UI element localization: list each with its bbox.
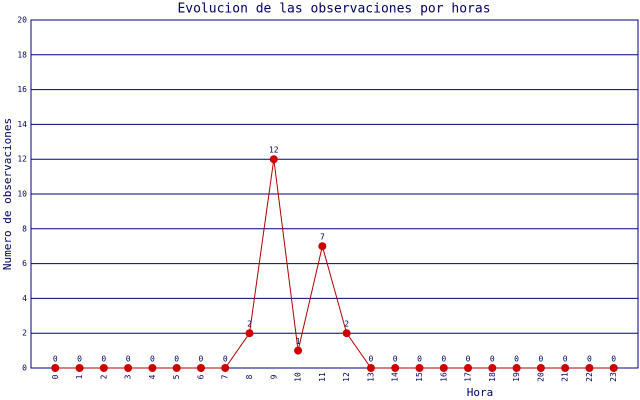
data-point	[439, 364, 448, 372]
data-label: 12	[269, 146, 279, 155]
x-tick-label: 22	[585, 372, 594, 382]
x-tick-label: 23	[609, 372, 618, 382]
x-tick-label: 12	[342, 372, 351, 382]
data-label: 0	[514, 355, 519, 364]
data-label: 0	[466, 355, 471, 364]
data-point	[415, 364, 424, 372]
data-point	[536, 364, 545, 372]
x-tick-label: 15	[415, 372, 424, 382]
data-label: 0	[101, 355, 106, 364]
data-point	[269, 155, 278, 164]
data-label: 0	[223, 355, 228, 364]
x-tick-label: 11	[318, 372, 327, 382]
x-tick-label: 10	[294, 372, 303, 382]
data-label: 0	[417, 355, 422, 364]
data-point	[245, 329, 254, 338]
data-point	[318, 242, 327, 251]
y-tick-label: 0	[22, 364, 27, 373]
data-label: 0	[563, 355, 568, 364]
data-point	[512, 364, 521, 372]
x-axis-title: Hora	[467, 386, 494, 399]
x-tick-label: 18	[488, 372, 497, 382]
x-tick-label: 13	[366, 372, 375, 382]
x-tick-label: 6	[196, 374, 205, 379]
x-tick-label: 5	[172, 374, 181, 379]
x-tick-label: 16	[439, 372, 448, 382]
data-point	[294, 346, 303, 355]
y-tick-label: 4	[22, 294, 27, 303]
data-point	[75, 364, 84, 372]
data-label: 0	[393, 355, 398, 364]
data-point	[221, 364, 230, 372]
x-tick-label: 9	[269, 374, 278, 379]
x-tick-label: 21	[561, 372, 570, 382]
data-point	[391, 364, 400, 372]
data-label: 0	[369, 355, 374, 364]
data-label: 0	[53, 355, 58, 364]
x-tick-label: 20	[536, 372, 545, 382]
data-line	[55, 159, 614, 369]
data-point	[561, 364, 570, 372]
x-tick-label: 0	[51, 374, 60, 379]
x-tick-label: 4	[148, 374, 157, 379]
y-tick-label: 14	[17, 120, 27, 129]
chart-title: Evolucion de las observaciones por horas	[177, 2, 490, 17]
data-label: 0	[538, 355, 543, 364]
y-tick-label: 6	[22, 259, 27, 268]
x-tick-label: 3	[124, 374, 133, 379]
y-tick-label: 12	[17, 155, 27, 164]
data-point	[172, 364, 181, 372]
x-tick-label: 1	[75, 374, 84, 379]
data-label: 2	[344, 320, 349, 329]
y-tick-label: 16	[17, 85, 27, 94]
data-point	[124, 364, 133, 372]
x-tick-label: 14	[391, 372, 400, 382]
y-tick-label: 18	[17, 50, 27, 59]
data-label: 0	[77, 355, 82, 364]
y-tick-label: 10	[17, 190, 27, 199]
x-tick-label: 7	[221, 374, 230, 379]
data-point	[366, 364, 375, 372]
data-label: 0	[441, 355, 446, 364]
y-tick-label: 8	[22, 224, 27, 233]
x-tick-label: 8	[245, 374, 254, 379]
y-axis-title: Numero de observaciones	[1, 118, 14, 270]
x-tick-label: 19	[512, 372, 521, 382]
x-tick-label: 17	[464, 372, 473, 382]
data-point	[51, 364, 60, 372]
data-label: 0	[611, 355, 616, 364]
data-label: 1	[296, 337, 301, 346]
data-label: 7	[320, 233, 325, 242]
data-label: 0	[150, 355, 155, 364]
data-label: 2	[247, 320, 252, 329]
x-tick-label: 2	[99, 374, 108, 379]
data-point	[196, 364, 205, 372]
data-point	[585, 364, 594, 372]
y-tick-label: 20	[17, 16, 27, 25]
y-tick-label: 2	[22, 329, 27, 338]
data-label: 0	[174, 355, 179, 364]
data-label: 0	[199, 355, 204, 364]
data-label: 0	[587, 355, 592, 364]
data-point	[488, 364, 497, 372]
data-point	[464, 364, 473, 372]
data-point	[99, 364, 108, 372]
data-label: 0	[126, 355, 131, 364]
data-point	[609, 364, 618, 372]
data-point	[148, 364, 157, 372]
data-label: 0	[490, 355, 495, 364]
data-point	[342, 329, 351, 338]
